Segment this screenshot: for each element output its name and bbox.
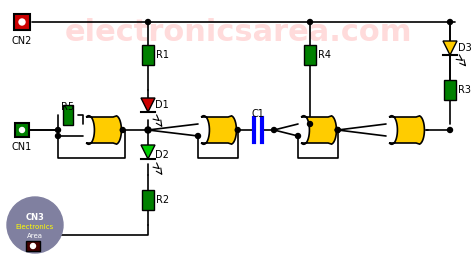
- Polygon shape: [141, 145, 155, 159]
- Text: electronicsarea.com: electronicsarea.com: [64, 18, 412, 47]
- Text: Area: Area: [27, 233, 43, 239]
- Text: CN3: CN3: [26, 213, 44, 222]
- Circle shape: [296, 133, 300, 139]
- Polygon shape: [141, 98, 155, 112]
- Text: R5: R5: [61, 102, 75, 112]
- Bar: [15, 123, 29, 137]
- Text: R3: R3: [458, 85, 471, 95]
- Bar: [444, 80, 456, 100]
- Polygon shape: [86, 116, 121, 144]
- Text: R1: R1: [156, 50, 169, 60]
- Circle shape: [56, 128, 60, 133]
- Circle shape: [307, 20, 313, 25]
- Bar: [142, 45, 154, 65]
- Circle shape: [120, 128, 125, 133]
- Circle shape: [447, 20, 453, 25]
- Bar: [304, 45, 316, 65]
- Circle shape: [145, 127, 151, 133]
- Circle shape: [146, 128, 150, 133]
- Text: CN1: CN1: [12, 142, 32, 152]
- Text: CN2: CN2: [12, 36, 32, 46]
- Bar: [63, 105, 73, 125]
- Bar: [142, 190, 154, 210]
- Circle shape: [19, 19, 25, 25]
- Circle shape: [146, 20, 150, 25]
- Circle shape: [235, 128, 240, 133]
- Circle shape: [20, 128, 24, 133]
- Polygon shape: [389, 116, 425, 144]
- Polygon shape: [201, 116, 237, 144]
- Polygon shape: [443, 41, 457, 55]
- Polygon shape: [301, 116, 337, 144]
- Text: R4: R4: [318, 50, 331, 60]
- Bar: [26, 241, 40, 251]
- Bar: [14, 14, 30, 30]
- Circle shape: [335, 128, 340, 133]
- Text: D1: D1: [155, 100, 169, 110]
- Circle shape: [335, 128, 340, 133]
- Circle shape: [307, 122, 313, 127]
- Text: Electronics: Electronics: [16, 224, 54, 230]
- Circle shape: [7, 197, 63, 253]
- Circle shape: [30, 244, 36, 248]
- Text: C1: C1: [251, 109, 265, 119]
- Text: R2: R2: [156, 195, 169, 205]
- Text: D2: D2: [155, 150, 169, 160]
- Circle shape: [196, 133, 200, 139]
- Circle shape: [271, 128, 277, 133]
- Circle shape: [56, 133, 60, 139]
- Circle shape: [447, 128, 453, 133]
- Text: D3: D3: [458, 43, 472, 53]
